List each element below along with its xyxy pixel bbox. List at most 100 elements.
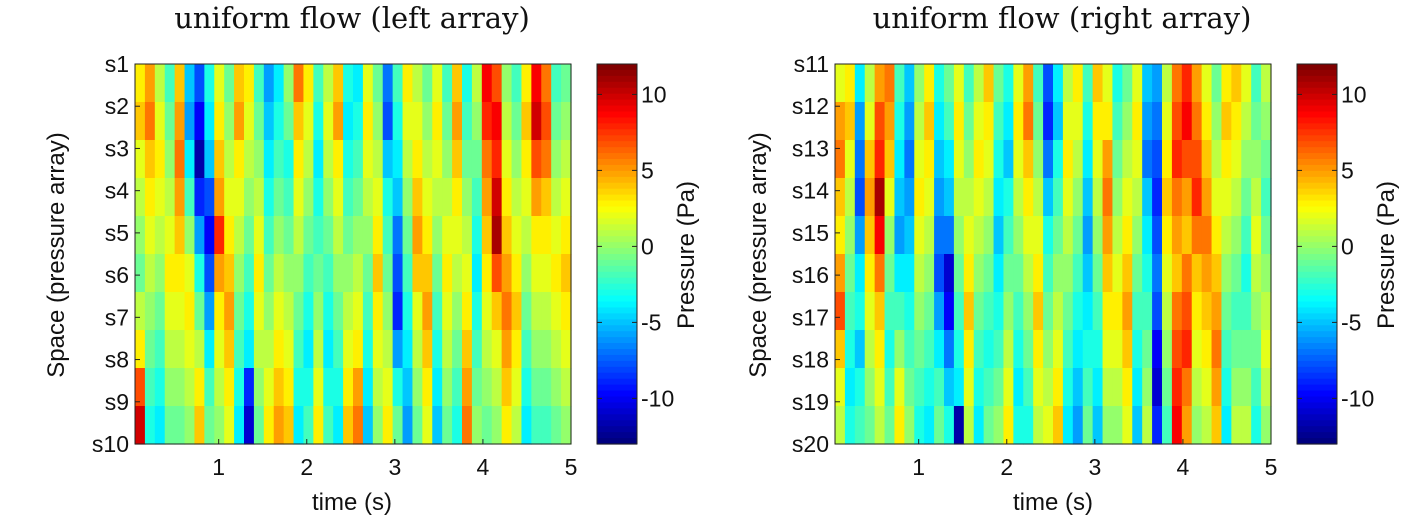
heatmap-cell [1023,64,1034,103]
heatmap-cell [983,178,995,217]
heatmap-cell [283,368,295,407]
heatmap-cell [1181,254,1193,293]
heatmap-cell [511,254,523,293]
heatmap-cell [884,368,896,407]
heatmap-cell [1152,64,1163,103]
heatmap-cell [963,368,975,407]
heatmap-cell [273,64,285,103]
heatmap-cell [854,330,866,369]
heatmap-cell [1062,178,1074,217]
heatmap-cell [531,64,542,103]
heatmap-cell [924,102,935,141]
heatmap-cell [283,64,295,103]
heatmap-cell [462,178,473,217]
heatmap-cell [934,178,945,217]
heatmap-cell [1142,254,1153,293]
y-tick-label: s1 [105,51,129,77]
heatmap-cell [1211,102,1223,141]
heatmap-cell [521,254,532,293]
heatmap-cell [1003,216,1014,255]
heatmap-cell [1142,64,1153,103]
heatmap-cell [1062,254,1074,293]
right-chart-panel: uniform flow (right array) Space (pressu… [700,0,1400,521]
heatmap-cell [934,216,945,255]
colorbar-swatch [597,87,637,95]
heatmap-cell [944,140,955,179]
heatmap-cell [481,406,493,445]
x-tick-label: 3 [1088,454,1101,480]
heatmap-cell [1102,178,1114,217]
heatmap-cell [1092,178,1104,217]
heatmap-cell [854,254,866,293]
heatmap-cell [561,368,572,407]
heatmap-cell [253,292,265,331]
colorbar-swatch [1297,111,1337,119]
heatmap-cell [1092,330,1104,369]
heatmap-cell [1251,254,1262,293]
heatmap-cell [244,292,255,331]
heatmap-cell [452,64,463,103]
heatmap-cell [392,178,404,217]
heatmap-cell [1023,368,1034,407]
heatmap-cell [1062,406,1074,445]
heatmap-cell [1043,254,1054,293]
colorbar-swatch [597,248,637,255]
heatmap-cell [1261,292,1272,331]
heatmap-cell [944,102,955,141]
heatmap-cell [283,178,295,217]
heatmap-cell [204,216,215,255]
heatmap-cell [303,254,314,293]
heatmap-cell [934,368,945,407]
heatmap-cell [993,368,1005,407]
heatmap-cell [313,330,324,369]
heatmap-cell [174,178,186,217]
colorbar-swatch [1297,360,1337,368]
heatmap-cell [164,178,176,217]
heatmap-cell [462,292,473,331]
colorbar-swatch [1297,271,1337,279]
heatmap-cell [1231,216,1242,255]
heatmap-cell [135,406,146,445]
heatmap-cell [541,292,552,331]
heatmap-cell [904,178,915,217]
heatmap-cell [353,64,364,103]
heatmap-cell [973,292,985,331]
heatmap-cell [1261,178,1272,217]
heatmap-cell [934,64,945,103]
heatmap-cell [174,368,186,407]
heatmap-cell [1023,330,1034,369]
heatmap-cell [1241,406,1252,445]
heatmap-cell [343,216,354,255]
heatmap-cell [1033,406,1044,445]
heatmap-cell [135,292,146,331]
colorbar-swatch [1297,295,1337,303]
colorbar-swatch [597,325,637,332]
colorbar-swatch [1297,212,1337,219]
heatmap-cell [1023,216,1034,255]
colorbar-swatch [1297,438,1337,445]
heatmap-cell [174,254,186,293]
heatmap-cell [333,254,344,293]
heatmap-cell [1023,178,1034,217]
heatmap-cell [1043,330,1054,369]
heatmap-cell [953,368,965,407]
colorbar-swatch [1297,99,1337,107]
colorbar-swatch [597,414,637,421]
heatmap-cell [894,178,905,217]
heatmap-cell [1162,368,1173,407]
heatmap-cell [521,330,532,369]
heatmap-cell [521,406,532,445]
colorbar-swatch [1297,147,1337,154]
heatmap-cell [392,216,404,255]
y-tick-label: s3 [105,135,129,161]
x-tick-label: 4 [1177,454,1190,480]
heatmap-cell [1053,140,1064,179]
colorbar-swatch [1297,283,1337,291]
heatmap-cell [894,368,905,407]
heatmap-cell [1082,330,1094,369]
heatmap-cell [501,64,513,103]
heatmap-cell [244,216,255,255]
heatmap-cell [184,140,196,179]
heatmap-cell [432,292,443,331]
heatmap-cell [244,406,255,445]
